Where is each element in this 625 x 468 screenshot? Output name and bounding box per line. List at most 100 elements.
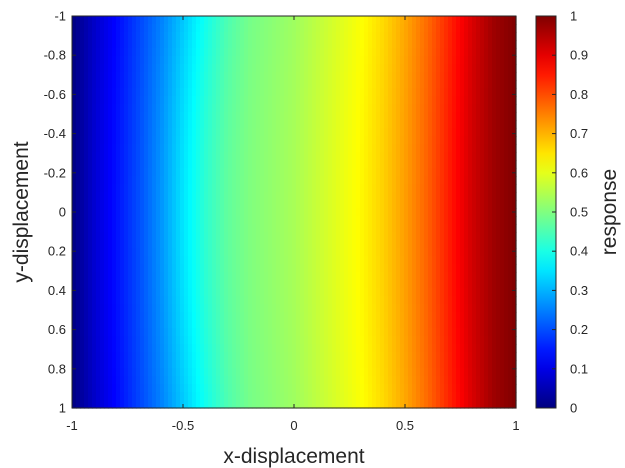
heatmap-cell — [452, 104, 457, 113]
heatmap-cell — [172, 128, 177, 137]
heatmap-cell — [348, 264, 353, 273]
heatmap-cell — [208, 184, 213, 193]
heatmap-cell — [372, 80, 377, 89]
heatmap-cell — [452, 248, 457, 257]
heatmap-cell — [264, 24, 269, 33]
heatmap-cell — [236, 208, 241, 217]
heatmap-cell — [408, 16, 413, 25]
heatmap-cell — [512, 120, 517, 129]
heatmap-cell — [484, 312, 489, 321]
heatmap-cell — [380, 40, 385, 49]
heatmap-cell — [84, 248, 89, 257]
heatmap-cell — [336, 328, 341, 337]
heatmap-cell — [196, 88, 201, 97]
heatmap-cell — [364, 104, 369, 113]
heatmap-cell — [188, 208, 193, 217]
heatmap-cell — [292, 320, 297, 329]
heatmap-cell — [272, 272, 277, 281]
heatmap-cell — [492, 240, 497, 249]
heatmap-cell — [140, 168, 145, 177]
heatmap-cell — [192, 216, 197, 225]
heatmap-cell — [428, 200, 433, 209]
heatmap-cell — [148, 32, 153, 41]
heatmap-cell — [188, 32, 193, 41]
heatmap-cell — [436, 296, 441, 305]
heatmap-cell — [332, 176, 337, 185]
heatmap-cell — [260, 312, 265, 321]
heatmap-cell — [188, 200, 193, 209]
heatmap-cell — [492, 272, 497, 281]
heatmap-cell — [148, 104, 153, 113]
heatmap-cell — [308, 208, 313, 217]
heatmap-cell — [396, 80, 401, 89]
heatmap-cell — [492, 264, 497, 273]
heatmap-cell — [156, 104, 161, 113]
heatmap-cell — [156, 336, 161, 345]
heatmap-cell — [372, 368, 377, 377]
heatmap-cell — [244, 352, 249, 361]
heatmap-cell — [436, 240, 441, 249]
heatmap-cell — [224, 96, 229, 105]
heatmap-cell — [80, 128, 85, 137]
heatmap-cell — [136, 360, 141, 369]
heatmap-cell — [480, 160, 485, 169]
heatmap-cell — [236, 272, 241, 281]
heatmap-cell — [144, 344, 149, 353]
heatmap-cell — [188, 280, 193, 289]
heatmap-cell — [304, 240, 309, 249]
heatmap-cell — [188, 328, 193, 337]
heatmap-cell — [452, 128, 457, 137]
heatmap-cell — [208, 192, 213, 201]
heatmap-cell — [192, 336, 197, 345]
heatmap-cell — [80, 64, 85, 73]
heatmap-cell — [464, 344, 469, 353]
heatmap-cell — [504, 328, 509, 337]
heatmap-cell — [384, 256, 389, 265]
heatmap-cell — [448, 280, 453, 289]
heatmap-cell — [84, 208, 89, 217]
heatmap-cell — [360, 256, 365, 265]
heatmap-cell — [176, 80, 181, 89]
heatmap-cell — [176, 216, 181, 225]
heatmap-cell — [420, 112, 425, 121]
heatmap-cell — [84, 80, 89, 89]
heatmap-cell — [196, 160, 201, 169]
heatmap-cell — [120, 112, 125, 121]
heatmap-cell — [88, 88, 93, 97]
heatmap-cell — [480, 272, 485, 281]
heatmap-cell — [312, 72, 317, 81]
heatmap-cell — [216, 320, 221, 329]
heatmap-cell — [452, 160, 457, 169]
heatmap-cell — [320, 80, 325, 89]
heatmap-cell — [496, 152, 501, 161]
heatmap-cell — [300, 160, 305, 169]
heatmap-cell — [436, 56, 441, 65]
heatmap-cell — [352, 184, 357, 193]
heatmap-cell — [496, 272, 501, 281]
heatmap-cell — [136, 56, 141, 65]
heatmap-cell — [492, 104, 497, 113]
heatmap-cell — [508, 336, 513, 345]
heatmap-cell — [84, 168, 89, 177]
heatmap-cell — [388, 192, 393, 201]
heatmap-cell — [224, 168, 229, 177]
heatmap-cell — [216, 176, 221, 185]
heatmap-cell — [148, 360, 153, 369]
heatmap-cell — [208, 40, 213, 49]
heatmap-cell — [384, 88, 389, 97]
heatmap-cell — [108, 16, 113, 25]
heatmap-cell — [92, 296, 97, 305]
heatmap-cell — [332, 72, 337, 81]
heatmap-cell — [108, 208, 113, 217]
heatmap-cell — [208, 24, 213, 33]
heatmap-cell — [96, 32, 101, 41]
heatmap-cell — [368, 16, 373, 25]
heatmap-cell — [496, 128, 501, 137]
heatmap-cell — [184, 16, 189, 25]
heatmap-cell — [100, 152, 105, 161]
heatmap-cell — [184, 240, 189, 249]
heatmap-cell — [348, 344, 353, 353]
heatmap-cell — [420, 320, 425, 329]
heatmap-cell — [380, 128, 385, 137]
heatmap-cell — [116, 104, 121, 113]
